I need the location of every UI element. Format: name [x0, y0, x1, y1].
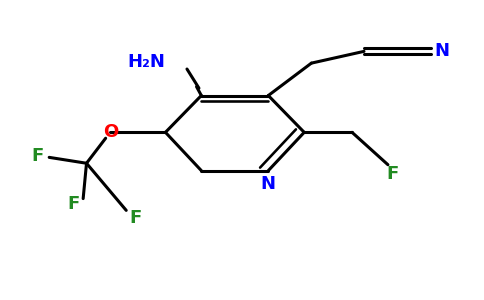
Text: F: F — [31, 147, 44, 165]
Text: N: N — [434, 42, 449, 60]
Text: H₂N: H₂N — [128, 53, 166, 71]
Text: F: F — [130, 209, 142, 227]
Text: O: O — [103, 123, 118, 141]
Text: F: F — [67, 196, 80, 214]
Text: F: F — [387, 165, 399, 183]
Text: N: N — [261, 175, 276, 193]
